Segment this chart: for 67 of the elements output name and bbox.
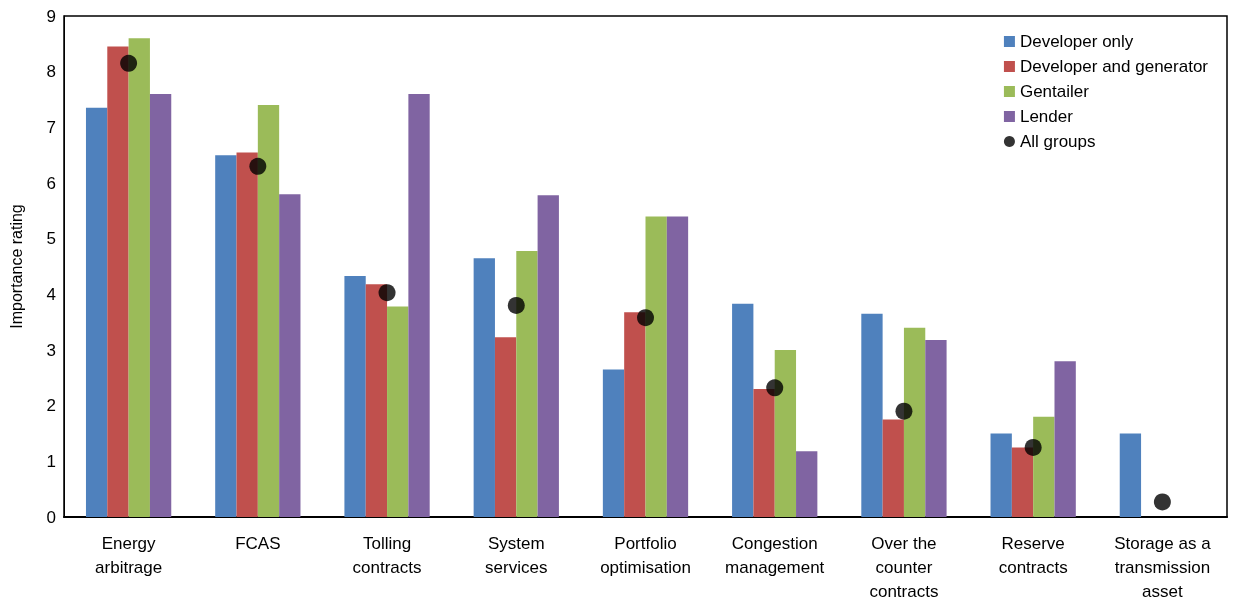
bar <box>925 339 947 517</box>
bar <box>85 107 108 517</box>
y-tick-label: 6 <box>46 173 56 193</box>
legend-label: All groups <box>1019 132 1096 151</box>
bar <box>257 105 280 517</box>
x-tick-label: Portfolio optimisation <box>600 533 691 577</box>
bar <box>774 350 797 517</box>
point <box>249 157 267 175</box>
y-tick-label: 3 <box>46 340 56 360</box>
y-tick-label: 4 <box>46 284 56 304</box>
legend-label: Lender <box>1019 107 1074 126</box>
point <box>637 309 654 327</box>
bar <box>537 195 559 517</box>
bar <box>1119 433 1142 517</box>
bar <box>387 306 409 517</box>
x-tick-label: Energy arbitrage <box>95 533 163 577</box>
point <box>1024 438 1042 456</box>
bar <box>796 451 818 517</box>
bar <box>128 38 150 517</box>
y-tick-label: 9 <box>46 6 56 26</box>
point <box>895 402 913 420</box>
bar <box>408 93 430 517</box>
bar <box>236 152 258 517</box>
bar <box>365 284 388 517</box>
y-tick-label: 5 <box>46 229 56 249</box>
x-tick-label: System services <box>485 533 548 577</box>
legend-label: Developer and generator <box>1019 57 1209 76</box>
legend-label: Gentailer <box>1019 82 1090 101</box>
bar <box>732 303 754 517</box>
bar <box>494 337 517 517</box>
point <box>766 379 784 397</box>
bar <box>861 313 883 517</box>
bar <box>645 216 667 517</box>
x-tick-label: Tolling contracts <box>352 533 422 577</box>
legend-label: Developer only <box>1019 32 1134 51</box>
bar <box>602 369 625 517</box>
y-axis-title: Importance rating <box>7 204 25 329</box>
y-tick-label: 2 <box>46 396 56 416</box>
point <box>1153 493 1171 511</box>
bar <box>516 250 538 517</box>
y-tick-label: 7 <box>46 117 56 137</box>
x-tick-label: FCAS <box>235 533 281 553</box>
y-tick-label: 8 <box>46 62 56 82</box>
bar <box>1011 447 1034 517</box>
bar <box>990 433 1012 517</box>
bar <box>666 216 689 517</box>
bar <box>903 327 926 517</box>
bar <box>753 388 775 517</box>
bar <box>107 46 129 517</box>
point <box>120 54 138 72</box>
bar <box>882 419 904 517</box>
x-tick-label: Reserve contracts <box>998 533 1068 577</box>
bar <box>149 93 172 517</box>
bar <box>473 258 495 517</box>
bar <box>215 155 237 517</box>
bar <box>1054 361 1076 517</box>
y-tick-label: 1 <box>46 451 56 471</box>
x-tick-label: Over the counter contracts <box>869 533 939 601</box>
bar <box>1033 416 1055 517</box>
x-tick-label: Congestion management <box>725 533 825 577</box>
x-tick-label: Storage as a transmission asset <box>1114 533 1212 601</box>
bar <box>344 275 366 517</box>
point <box>378 284 396 302</box>
bar <box>279 194 301 517</box>
y-tick-label: 0 <box>46 507 56 527</box>
point <box>507 296 525 314</box>
bar <box>624 312 646 517</box>
